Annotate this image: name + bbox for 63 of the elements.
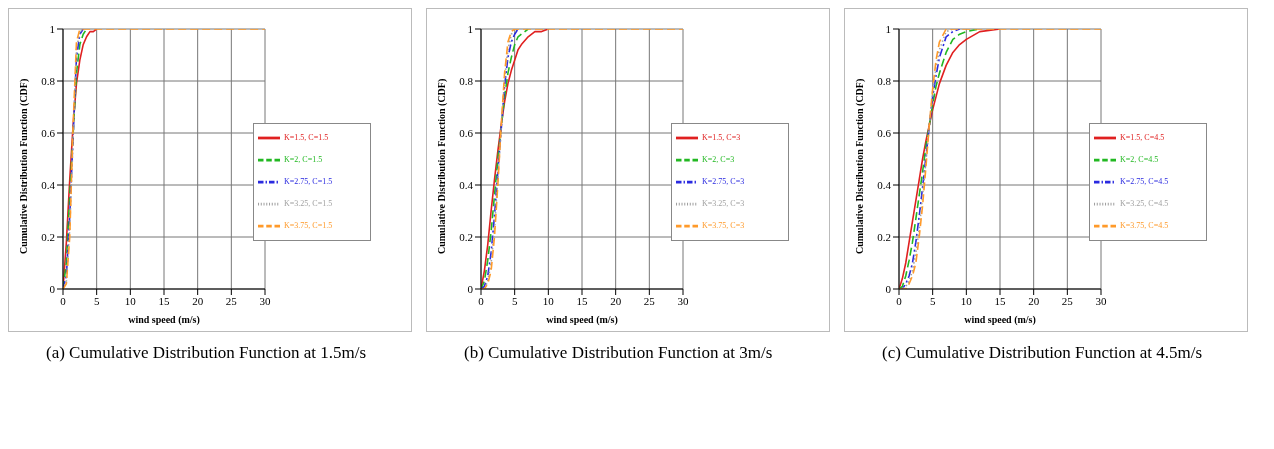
x-tick-label: 5: [93, 294, 100, 307]
legend-label: K=3.25, C=1.5: [284, 198, 333, 208]
x-tick-label: 0: [60, 294, 67, 307]
y-tick-label: 0.6: [459, 126, 474, 139]
x-tick-label: 20: [1028, 294, 1040, 307]
legend-label: K=1.5, C=1.5: [284, 132, 329, 142]
x-tick-label: 15: [994, 294, 1006, 307]
x-tick-label: 10: [960, 294, 973, 307]
y-tick-label: 0.2: [459, 230, 473, 243]
x-tick-label: 25: [1061, 294, 1074, 307]
x-tick-label: 10: [542, 294, 555, 307]
y-tick-label: 0: [49, 282, 56, 295]
legend-label: K=2, C=3: [702, 154, 735, 164]
x-tick-label: 15: [576, 294, 588, 307]
y-tick-label: 0.4: [877, 178, 892, 191]
y-tick-label: 1: [467, 22, 473, 35]
x-tick-label: 30: [259, 294, 271, 307]
x-axis-title: wind speed (m/s): [964, 314, 1036, 326]
x-tick-label: 20: [192, 294, 204, 307]
y-tick-label: 0.8: [877, 74, 892, 87]
y-tick-label: 0.8: [459, 74, 474, 87]
x-tick-label: 0: [478, 294, 485, 307]
x-tick-label: 25: [643, 294, 656, 307]
text: (b) Cumulative Distribution Function at 3m/s: [463, 342, 774, 364]
y-axis-title: Cumulative Distribution Function (CDF): [17, 78, 30, 254]
x-tick-label: 10: [124, 294, 137, 307]
text: (a) Cumulative Distribution Function at 1.5m/s: [45, 342, 368, 364]
text: (c) Cumulative Distribution Function at 4.5m/s: [881, 342, 1204, 364]
legend-label: K=3.25, C=3: [702, 198, 745, 208]
legend-label: K=1.5, C=4.5: [1120, 132, 1165, 142]
y-tick-label: 0.6: [877, 126, 892, 139]
legend-label: K=3.25, C=4.5: [1120, 198, 1169, 208]
y-tick-label: 0: [467, 282, 474, 295]
legend-label: K=1.5, C=3: [702, 132, 741, 142]
legend-label: K=2, C=4.5: [1120, 154, 1159, 164]
legend-label: K=2.75, C=3: [702, 176, 745, 186]
x-axis-title: wind speed (m/s): [546, 314, 618, 326]
y-axis-title: Cumulative Distribution Function (CDF): [853, 78, 866, 254]
y-tick-label: 0.4: [459, 178, 474, 191]
y-tick-label: 0.8: [41, 74, 56, 87]
x-tick-label: 0: [896, 294, 903, 307]
y-axis-title: Cumulative Distribution Function (CDF): [435, 78, 448, 254]
y-tick-label: 0.2: [877, 230, 891, 243]
y-tick-label: 0.4: [41, 178, 56, 191]
x-tick-label: 30: [677, 294, 689, 307]
x-tick-label: 20: [610, 294, 622, 307]
x-tick-label: 15: [158, 294, 170, 307]
y-tick-label: 0.6: [41, 126, 56, 139]
legend-label: K=2.75, C=4.5: [1120, 176, 1169, 186]
y-tick-label: 1: [49, 22, 55, 35]
legend-label: K=3.75, C=1.5: [284, 220, 333, 230]
y-tick-label: 0: [885, 282, 892, 295]
legend-label: K=2, C=1.5: [284, 154, 323, 164]
legend-label: K=2.75, C=1.5: [284, 176, 333, 186]
y-tick-label: 1: [885, 22, 891, 35]
x-axis-title: wind speed (m/s): [128, 314, 200, 326]
x-tick-label: 30: [1095, 294, 1107, 307]
x-tick-label: 5: [929, 294, 936, 307]
legend-label: K=3.75, C=4.5: [1120, 220, 1169, 230]
legend-label: K=3.75, C=3: [702, 220, 745, 230]
x-tick-label: 5: [511, 294, 518, 307]
x-tick-label: 25: [225, 294, 238, 307]
y-tick-label: 0.2: [41, 230, 55, 243]
